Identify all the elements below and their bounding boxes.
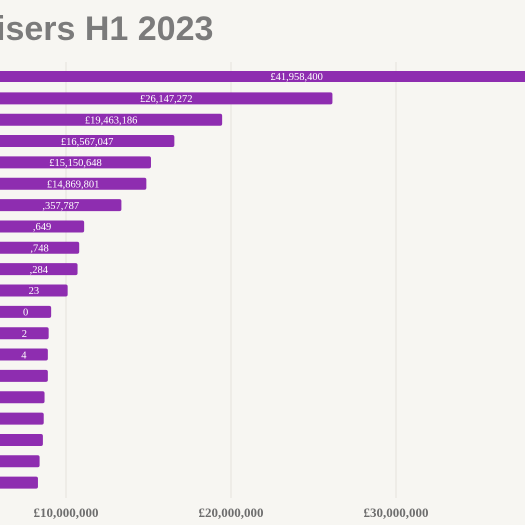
bar-value-label: £14,869,801 <box>47 179 100 190</box>
bar <box>0 327 49 340</box>
bar-value-label: £19,463,186 <box>85 115 138 126</box>
bar <box>0 369 48 382</box>
bar-value-label: £16,567,047 <box>61 137 114 148</box>
bar-value-label: £15,150,648 <box>49 158 102 169</box>
x-axis-ticks: £10,000,000 £20,000,000 £30,000,000 <box>34 505 429 520</box>
bar <box>0 433 43 446</box>
bar-value-label: £41,958,400 <box>270 72 323 83</box>
bar <box>0 476 38 489</box>
bar <box>0 455 40 468</box>
bar-value-label: ,357,787 <box>42 201 79 212</box>
bar <box>0 156 151 169</box>
gridlines <box>65 62 397 498</box>
bar <box>0 199 122 212</box>
bar <box>0 241 80 254</box>
bar <box>0 284 68 297</box>
bar <box>0 348 48 361</box>
bar-value-label: ,284 <box>30 265 49 276</box>
bar <box>0 113 223 126</box>
bar <box>0 135 175 148</box>
bar-value-label: 2 <box>22 329 27 340</box>
bar-value-label: 23 <box>29 286 40 297</box>
bar-value-label: 4 <box>21 350 27 361</box>
bar <box>0 71 525 82</box>
bar <box>0 391 45 404</box>
bar-value-label: ,748 <box>30 244 48 255</box>
bars: £41,958,400 £26,147,272£19,463,186 £16,567… <box>0 71 525 489</box>
x-tick-label: £20,000,000 <box>199 505 264 520</box>
x-tick-label: £10,000,000 <box>34 505 99 520</box>
bar <box>0 412 44 425</box>
chart-title: isers H1 2023 <box>0 10 213 48</box>
bar <box>0 92 333 105</box>
x-tick-label: £30,000,000 <box>364 505 429 520</box>
bar <box>0 177 147 190</box>
bar <box>0 263 78 276</box>
bar <box>0 220 85 233</box>
bar-value-label: ,649 <box>33 222 51 233</box>
bar <box>0 305 52 318</box>
bar-value-label: £26,147,272 <box>140 94 193 105</box>
bar-value-label: 0 <box>23 308 28 319</box>
